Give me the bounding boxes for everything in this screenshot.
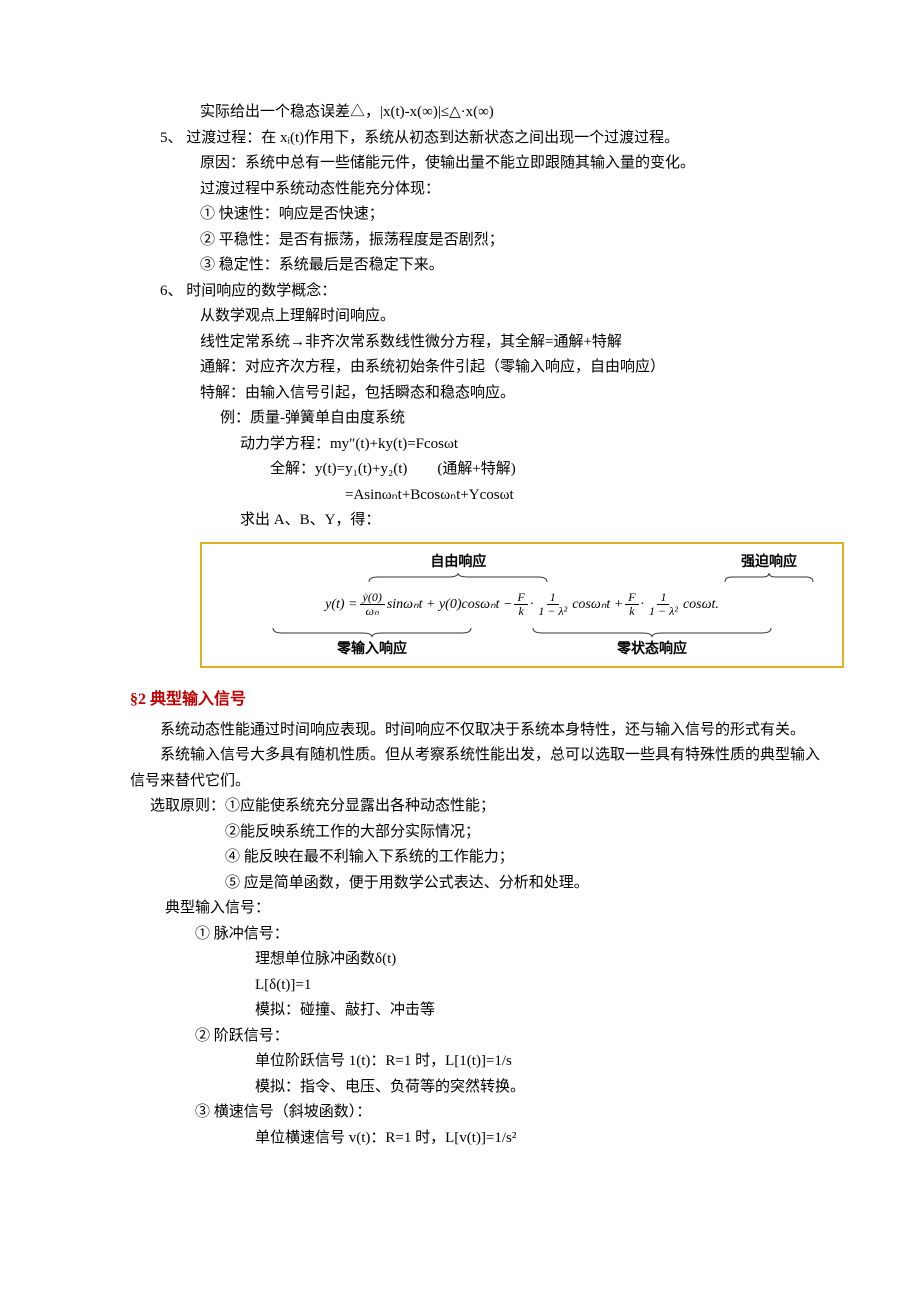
sec2-p2: 系统输入信号大多具有随机性质。但从考察系统性能出发，总可以选取一些具有特殊性质的…	[100, 743, 820, 794]
formula-t3: cosωt.	[683, 593, 719, 617]
signal-3-head: ③ 横速信号（斜坡函数）：	[100, 1100, 820, 1126]
frac-lambda-2: 1 1 − λ²	[646, 591, 681, 618]
formula-top-labels: 自由响应 强迫响应	[202, 544, 842, 584]
item-6-fullsol2: =Asinωₙt+Bcosωₙt+Ycosωt	[100, 483, 820, 509]
label-zero-state: 零状态响应	[532, 627, 772, 661]
signal-2-head: ② 阶跃信号：	[100, 1024, 820, 1050]
frac-den: 1 − λ²	[535, 605, 570, 618]
item-5: 5、 过渡过程：在 xᵢ(t)作用下，系统从初态到达新状态之间出现一个过渡过程。	[100, 126, 820, 152]
item-6-l3: 通解：对应齐次方程，由系统初始条件引起（零输入响应，自由响应）	[100, 355, 820, 381]
item-5-title: 过渡过程：在 xᵢ(t)作用下，系统从初态到达新状态之间出现一个过渡过程。	[186, 130, 679, 146]
item-6-example: 例：质量-弹簧单自由度系统	[100, 406, 820, 432]
label-forced-response: 强迫响应	[724, 550, 814, 584]
signal-1-b: L[δ(t)]=1	[100, 973, 820, 999]
signal-1-a: 理想单位脉冲函数δ(t)	[100, 947, 820, 973]
signal-1-c: 模拟：碰撞、敲打、冲击等	[100, 998, 820, 1024]
item-6-solve: 求出 A、B、Y，得：	[100, 508, 820, 534]
frac-num: F	[625, 591, 638, 605]
sec2-select-principle: 选取原则：①应能使系统充分显露出各种动态性能；	[100, 794, 820, 820]
frac-num: 1	[547, 591, 559, 605]
frac-den: ωₙ	[363, 605, 382, 618]
dot-1: ·	[530, 593, 534, 617]
item-6-fullsol: 全解：y(t)=y₁(t)+y₂(t) (通解+特解)	[100, 457, 820, 483]
label-zero-input: 零输入响应	[272, 627, 472, 661]
label-free-response-text: 自由响应	[430, 553, 486, 569]
frac-lambda-1: 1 1 − λ²	[535, 591, 570, 618]
item-6-num: 6、	[160, 283, 183, 299]
signal-2-b: 模拟：指令、电压、负荷等的突然转换。	[100, 1075, 820, 1101]
frac-num: F	[514, 591, 527, 605]
item-6: 6、 时间响应的数学概念：	[100, 279, 820, 305]
signal-3-a: 单位横速信号 v(t)：R=1 时，L[v(t)]=1/s²	[100, 1126, 820, 1152]
item-5-reason: 原因：系统中总有一些储能元件，使输出量不能立即跟随其输入量的变化。	[100, 151, 820, 177]
sec2-select-2: ②能反映系统工作的大部分实际情况；	[100, 820, 820, 846]
frac-den: 1 − λ²	[646, 605, 681, 618]
label-forced-response-text: 强迫响应	[741, 553, 797, 569]
frac-ydot0-wn: ẏ(0) ωₙ	[360, 591, 385, 618]
sec2-select-4: ④ 能反映在最不利输入下系统的工作能力；	[100, 845, 820, 871]
signal-2-a: 单位阶跃信号 1(t)：R=1 时，L[1(t)]=1/s	[100, 1049, 820, 1075]
sec2-p1: 系统动态性能通过时间响应表现。时间响应不仅取决于系统本身特性，还与输入信号的形式…	[100, 718, 820, 744]
formula-expression: y(t) = ẏ(0) ωₙ sinωₙt + y(0)cosωₙt − F k…	[202, 583, 842, 626]
item-6-title: 时间响应的数学概念：	[186, 283, 336, 299]
item-5-num: 5、	[160, 130, 183, 146]
frac-f-k-2: F k	[625, 591, 638, 618]
label-free-response: 自由响应	[368, 550, 548, 584]
frac-num: 1	[657, 591, 669, 605]
item-6-l1: 从数学观点上理解时间响应。	[100, 304, 820, 330]
item-6-l4: 特解：由输入信号引起，包括瞬态和稳态响应。	[100, 381, 820, 407]
label-zero-input-text: 零输入响应	[337, 640, 407, 656]
formula-box: 自由响应 强迫响应 y(t) = ẏ(0) ωₙ sinωₙt + y(0)co…	[200, 542, 844, 669]
sec2-select-5: ⑤ 应是简单函数，便于用数学公式表达、分析和处理。	[100, 871, 820, 897]
formula-t2: cosωₙt +	[572, 593, 623, 617]
sec2-typical-signals: 典型输入信号：	[100, 896, 820, 922]
frac-num: ẏ(0)	[360, 591, 385, 605]
frac-den: k	[626, 605, 637, 618]
item-5-sub1: ① 快速性：响应是否快速；	[100, 202, 820, 228]
steady-error-line: 实际给出一个稳态误差△，|x(t)-x(∞)|≤△·x(∞)	[100, 100, 820, 126]
formula-t1: sinωₙt + y(0)cosωₙt −	[387, 593, 513, 617]
formula-bottom-labels: 零输入响应 零状态响应	[202, 627, 842, 667]
formula-lhs: y(t) =	[325, 593, 357, 617]
label-zero-state-text: 零状态响应	[617, 640, 687, 656]
frac-f-k-1: F k	[514, 591, 527, 618]
item-5-reflect: 过渡过程中系统动态性能充分体现：	[100, 177, 820, 203]
item-6-dynamics: 动力学方程：my″(t)+ky(t)=Fcosωt	[100, 432, 820, 458]
frac-den: k	[515, 605, 526, 618]
item-5-sub2: ② 平稳性：是否有振荡，振荡程度是否剧烈；	[100, 228, 820, 254]
document-page: 实际给出一个稳态误差△，|x(t)-x(∞)|≤△·x(∞) 5、 过渡过程：在…	[0, 0, 920, 1302]
signal-1-head: ① 脉冲信号：	[100, 922, 820, 948]
item-6-l2: 线性定常系统→非齐次常系数线性微分方程，其全解=通解+特解	[100, 330, 820, 356]
dot-2: ·	[641, 593, 645, 617]
item-5-sub3: ③ 稳定性：系统最后是否稳定下来。	[100, 253, 820, 279]
section-2-title: §2 典型输入信号	[100, 686, 820, 713]
